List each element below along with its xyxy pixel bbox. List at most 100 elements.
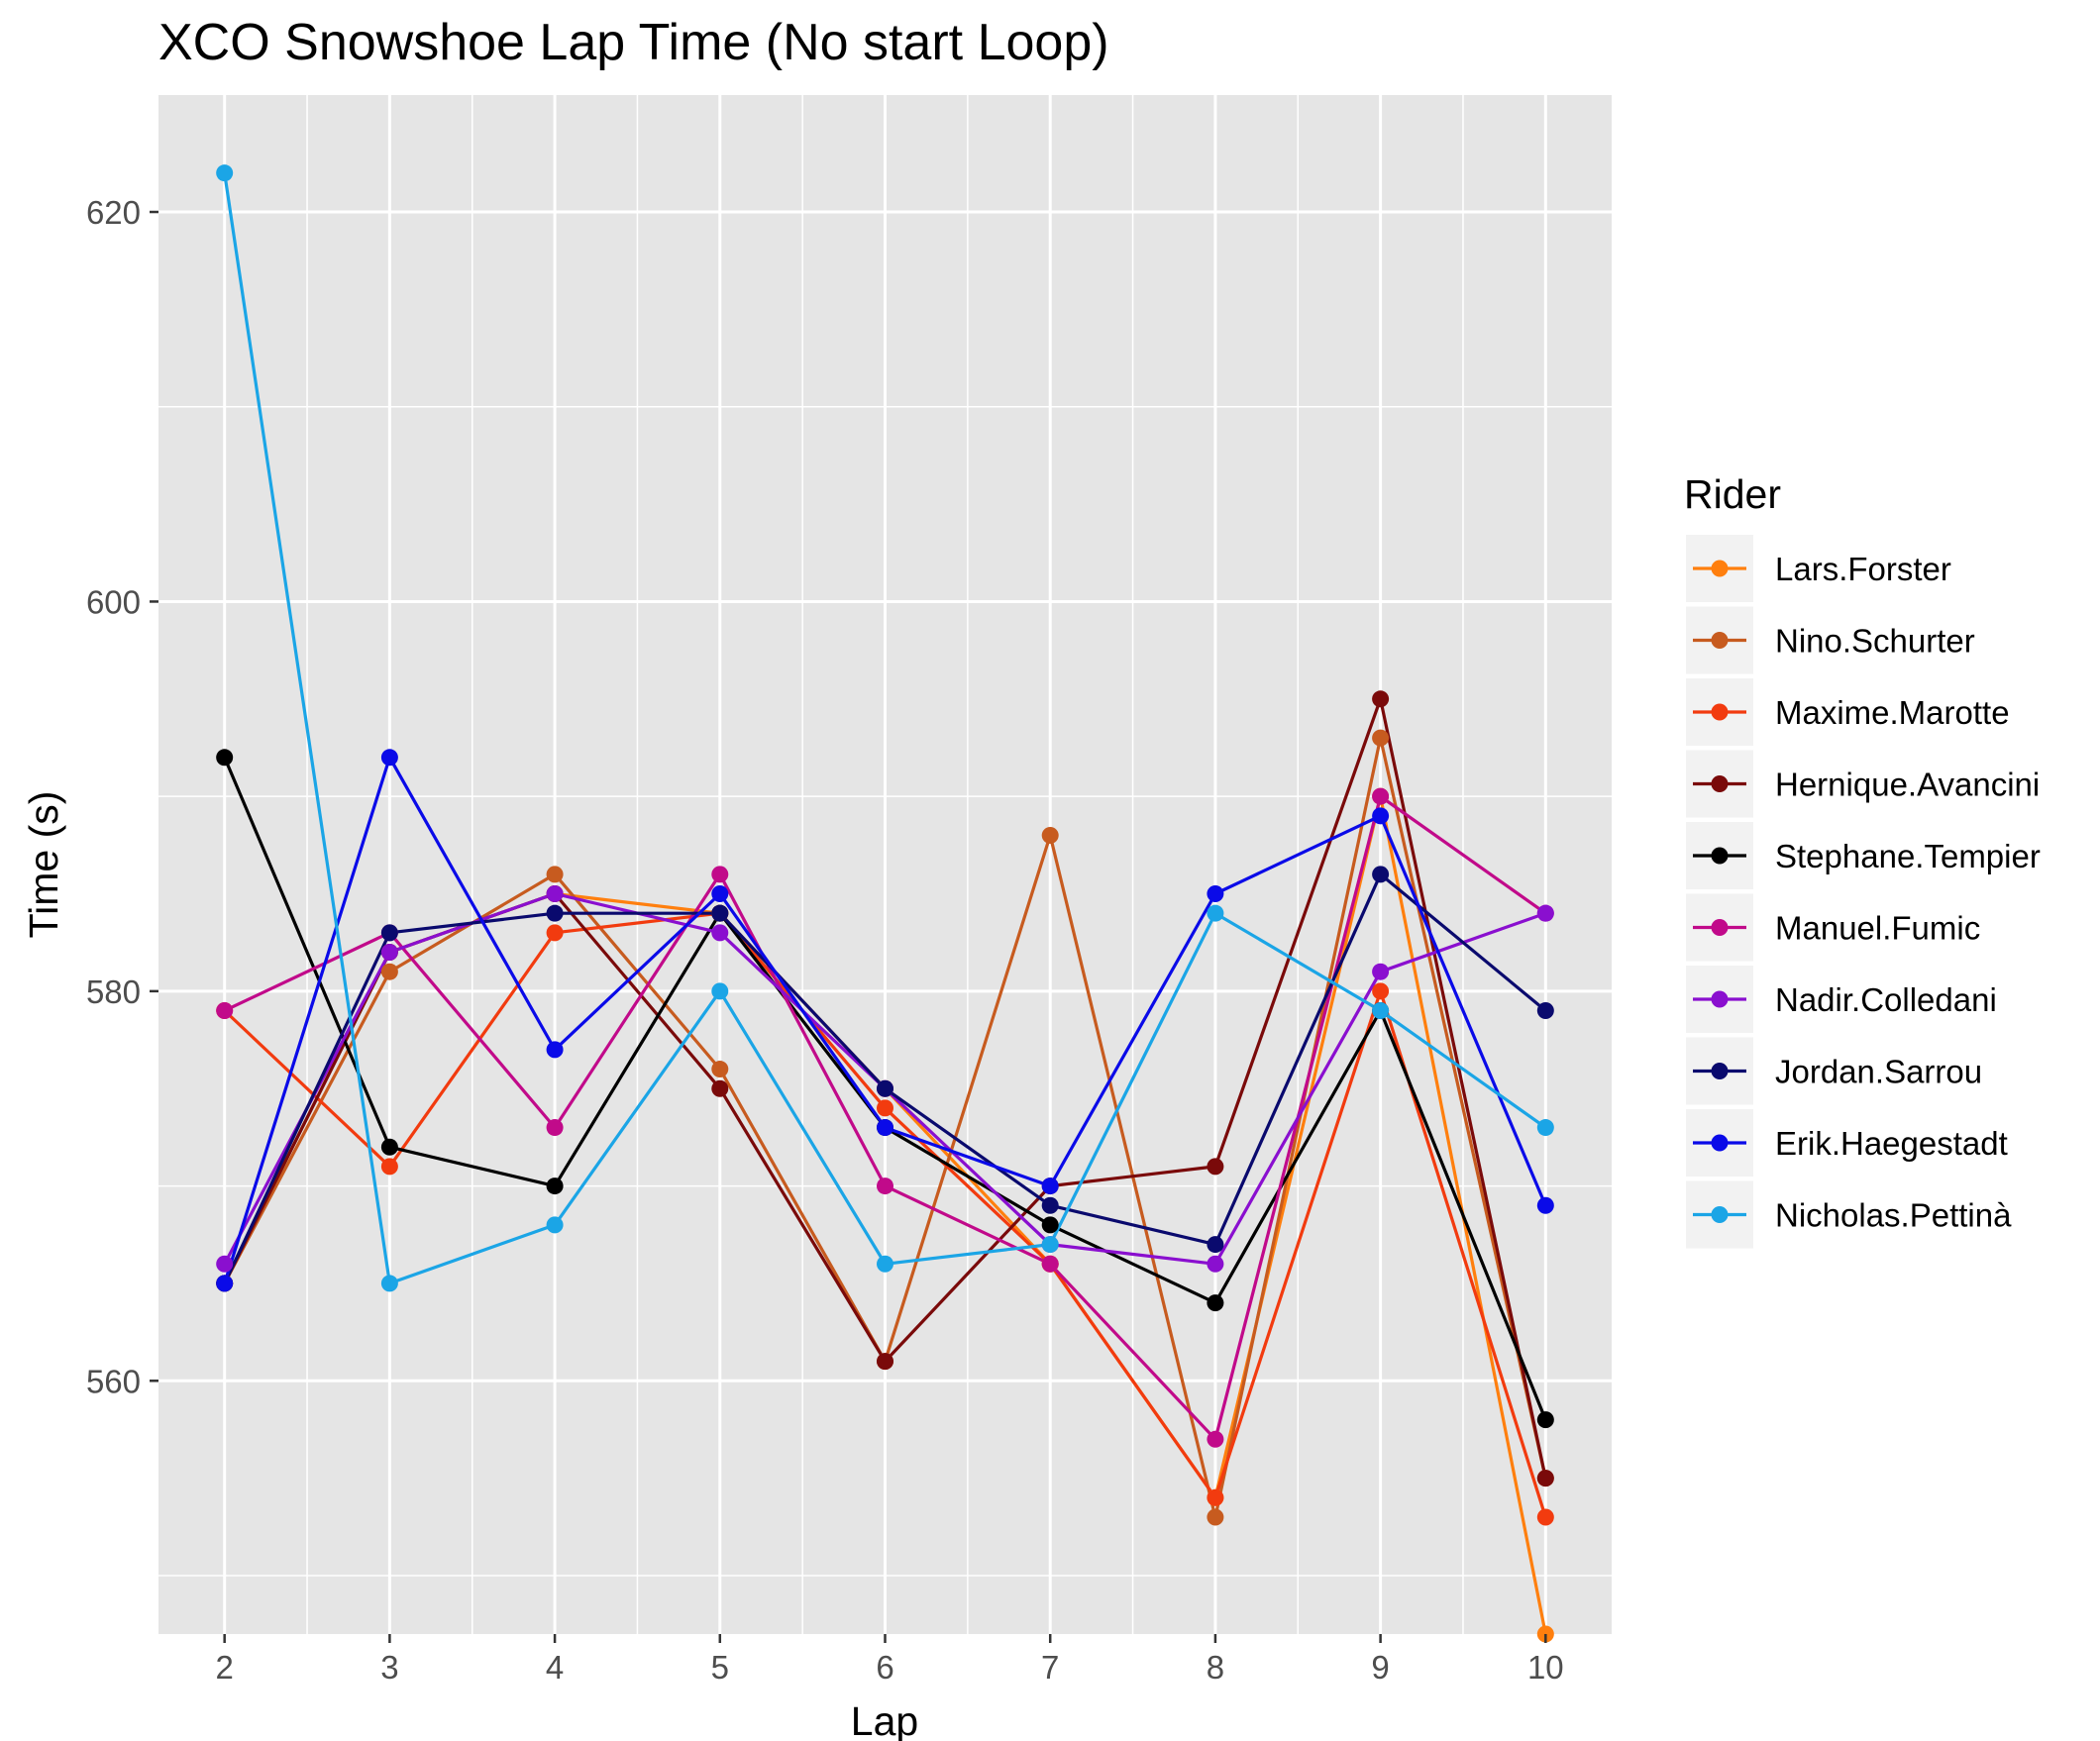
legend-key-point	[1711, 1134, 1729, 1152]
data-point	[1372, 963, 1390, 980]
data-point	[1372, 787, 1390, 805]
data-point	[1536, 1470, 1554, 1487]
legend-label: Hernique.Avancini	[1775, 767, 2040, 803]
data-point	[546, 866, 564, 883]
data-point	[1207, 1488, 1224, 1506]
data-point	[711, 866, 729, 883]
legend-label: Nadir.Colledani	[1775, 981, 1997, 1018]
legend-label: Nicholas.Pettinà	[1775, 1197, 2012, 1234]
data-point	[1372, 807, 1390, 825]
data-point	[1536, 1002, 1554, 1020]
data-point	[216, 1275, 234, 1292]
data-point	[216, 164, 234, 182]
data-point	[546, 1216, 564, 1234]
data-point	[877, 1099, 893, 1117]
data-point	[1372, 690, 1390, 708]
data-point	[877, 1353, 893, 1371]
x-tick-label: 4	[546, 1649, 564, 1686]
data-point	[546, 924, 564, 942]
data-point	[711, 1079, 729, 1097]
x-tick-label: 8	[1207, 1649, 1224, 1686]
data-point	[1207, 1158, 1224, 1176]
data-point	[877, 1255, 893, 1273]
data-point	[380, 1158, 398, 1176]
data-point	[877, 1119, 893, 1137]
data-point	[1041, 1196, 1059, 1214]
legend-label: Jordan.Sarrou	[1775, 1054, 1982, 1090]
y-tick-label: 600	[86, 583, 141, 620]
series-points	[216, 164, 1554, 1643]
data-point	[216, 1002, 234, 1020]
data-point	[1372, 982, 1390, 1000]
data-point	[877, 1178, 893, 1195]
data-point	[1207, 1508, 1224, 1526]
data-point	[546, 885, 564, 903]
legend-key-point	[1711, 990, 1729, 1008]
data-point	[380, 924, 398, 942]
data-point	[216, 749, 234, 767]
data-point	[1536, 1508, 1554, 1526]
data-point	[1041, 1178, 1059, 1195]
data-point	[1536, 1196, 1554, 1214]
data-point	[877, 1079, 893, 1097]
legend-label: Lars.Forster	[1775, 551, 1951, 587]
data-point	[1041, 1236, 1059, 1254]
data-point	[1536, 1411, 1554, 1429]
data-point	[711, 885, 729, 903]
legend-label: Manuel.Fumic	[1775, 910, 1980, 947]
x-axis-title: Lap	[851, 1698, 918, 1741]
legend-key-point	[1711, 632, 1729, 649]
y-tick-label: 560	[86, 1363, 141, 1399]
x-tick-label: 6	[876, 1649, 893, 1686]
x-tick-label: 10	[1527, 1649, 1564, 1686]
legend-label: Stephane.Tempier	[1775, 838, 2041, 874]
data-point	[380, 1275, 398, 1292]
data-point	[711, 924, 729, 942]
x-tick-label: 7	[1041, 1649, 1059, 1686]
data-point	[380, 963, 398, 980]
data-point	[1207, 904, 1224, 922]
data-point	[380, 749, 398, 767]
data-point	[1207, 1430, 1224, 1448]
data-point	[1041, 1255, 1059, 1273]
legend-key-point	[1711, 919, 1729, 936]
x-tick-label: 3	[380, 1649, 398, 1686]
legend-label: Maxime.Marotte	[1775, 694, 2010, 731]
x-tick-label: 5	[711, 1649, 729, 1686]
legend-key-point	[1711, 703, 1729, 721]
data-point	[1207, 1294, 1224, 1312]
legend-key-point	[1711, 560, 1729, 577]
data-point	[380, 1138, 398, 1156]
data-point	[711, 982, 729, 1000]
data-point	[1372, 729, 1390, 747]
data-point	[1207, 1255, 1224, 1273]
legend-key-point	[1711, 847, 1729, 865]
y-tick-label: 620	[86, 194, 141, 231]
y-axis: 560 580 600 620	[86, 194, 158, 1399]
data-point	[1372, 1002, 1390, 1020]
data-point	[546, 1119, 564, 1137]
x-tick-label: 2	[216, 1649, 234, 1686]
data-point	[1207, 885, 1224, 903]
x-axis: 2 3 4 5 6 7 8 9 10	[216, 1634, 1564, 1686]
data-point	[711, 1061, 729, 1078]
legend-key-point	[1711, 775, 1729, 792]
data-point	[546, 904, 564, 922]
data-point	[1207, 1236, 1224, 1254]
legend-label: Nino.Schurter	[1775, 623, 1975, 660]
y-tick-label: 580	[86, 973, 141, 1010]
data-point	[1041, 826, 1059, 844]
data-point	[216, 1255, 234, 1273]
data-point	[1536, 904, 1554, 922]
data-point	[711, 904, 729, 922]
y-axis-title: Time (s)	[21, 791, 66, 939]
data-point	[546, 1178, 564, 1195]
data-point	[380, 944, 398, 962]
chart-title: XCO Snowshoe Lap Time (No start Loop)	[158, 14, 1109, 71]
data-point	[1372, 866, 1390, 883]
legend-title: Rider	[1684, 471, 1781, 517]
legend-key-point	[1711, 1206, 1729, 1223]
data-point	[546, 1041, 564, 1059]
data-point	[1536, 1119, 1554, 1137]
legend: Lars.Forster Nino.Schurter Maxime.Marotte H…	[1686, 535, 2041, 1249]
